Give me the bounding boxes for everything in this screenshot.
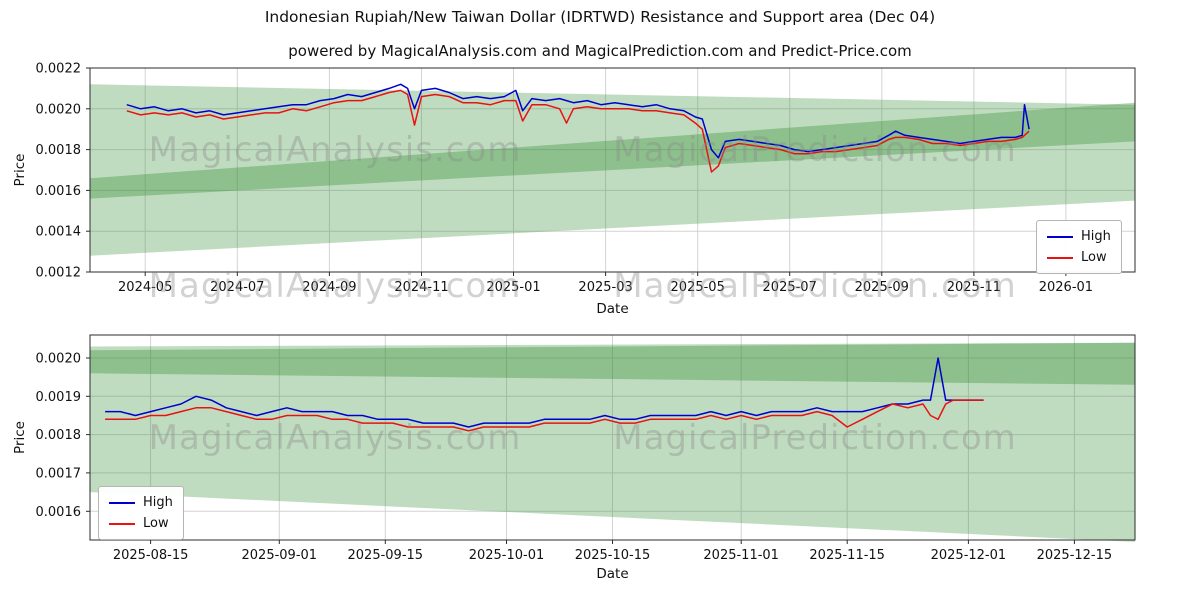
- y-axis-label: Price: [12, 421, 28, 454]
- chart-title: Indonesian Rupiah/New Taiwan Dollar (IDR…: [264, 8, 936, 26]
- chart-subtitle: powered by MagicalAnalysis.com and Magic…: [288, 42, 912, 60]
- y-tick-label: 0.0019: [36, 390, 82, 405]
- x-tick-label: 2025-10-01: [469, 548, 545, 563]
- low-line: [126, 89, 1030, 173]
- x-tick-label: 2026-01: [1039, 280, 1093, 295]
- y-tick-label: 0.0020: [36, 351, 82, 366]
- x-tick-label: 2024-05: [118, 280, 172, 295]
- support-area-band: [90, 84, 1135, 256]
- high-line-swatch: [1047, 235, 1073, 238]
- x-tick-label: 2025-11-01: [703, 548, 779, 563]
- y-tick-label: 0.0012: [36, 266, 82, 281]
- high-line: [105, 357, 984, 428]
- x-axis-label: Date: [596, 301, 628, 317]
- x-axis-label: Date: [596, 566, 628, 582]
- y-tick-label: 0.0018: [36, 428, 82, 443]
- x-tick-label: 2025-12-15: [1037, 548, 1113, 563]
- axes-spines: [89, 67, 1136, 273]
- x-tick-label: 2025-09-01: [242, 548, 318, 563]
- y-tick-label: 0.0016: [36, 184, 82, 199]
- x-tick-label: 2025-03: [578, 280, 632, 295]
- y-tick-label: 0.0014: [36, 225, 82, 240]
- x-tick-label: 2025-10-15: [575, 548, 651, 563]
- x-tick-label: 2024-07: [210, 280, 264, 295]
- legend-entry-high: High: [109, 492, 173, 513]
- support-area-band: [90, 342, 1135, 542]
- y-tick-label: 0.0018: [36, 143, 82, 158]
- legend-entry-low: Low: [1047, 247, 1111, 268]
- legend-label-low: Low: [1081, 250, 1107, 265]
- y-tick-label: 0.0020: [36, 102, 82, 117]
- high-line-swatch: [109, 501, 135, 504]
- y-tick-label: 0.0022: [36, 62, 82, 77]
- x-tick-label: 2025-09: [855, 280, 909, 295]
- high-line: [126, 83, 1030, 159]
- low-line-swatch: [109, 522, 135, 525]
- y-tick-label: 0.0017: [36, 466, 82, 481]
- x-tick-label: 2025-11-15: [809, 548, 885, 563]
- resistance-area-band: [90, 342, 1135, 385]
- legend-label-low: Low: [143, 516, 169, 531]
- legend-label-high: High: [143, 495, 173, 510]
- x-tick-label: 2024-11: [394, 280, 448, 295]
- legend-entry-high: High: [1047, 226, 1111, 247]
- legend-top-chart: High Low: [1036, 220, 1122, 274]
- x-tick-label: 2025-12-01: [931, 548, 1007, 563]
- legend-bottom-chart: High Low: [98, 486, 184, 540]
- x-tick-label: 2024-09: [302, 280, 356, 295]
- x-tick-label: 2025-07: [763, 280, 817, 295]
- low-line: [105, 399, 984, 432]
- x-tick-label: 2025-08-15: [113, 548, 189, 563]
- x-tick-label: 2025-05: [671, 280, 725, 295]
- y-tick-label: 0.0016: [36, 505, 82, 520]
- x-tick-label: 2025-11: [947, 280, 1001, 295]
- resistance-area-band: [90, 102, 1135, 199]
- x-tick-label: 2025-01: [486, 280, 540, 295]
- legend-label-high: High: [1081, 229, 1111, 244]
- y-axis-label: Price: [12, 154, 28, 187]
- legend-entry-low: Low: [109, 513, 173, 534]
- x-tick-label: 2025-09-15: [348, 548, 424, 563]
- low-line-swatch: [1047, 256, 1073, 259]
